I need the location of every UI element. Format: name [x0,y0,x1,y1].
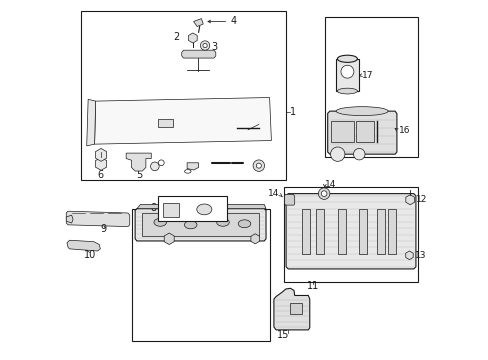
Text: 16: 16 [398,126,409,135]
Ellipse shape [238,220,250,228]
Text: 4: 4 [230,17,236,27]
Polygon shape [86,99,96,146]
Polygon shape [67,240,100,251]
Circle shape [253,160,264,171]
Text: 10: 10 [83,249,96,260]
Polygon shape [187,163,198,170]
Polygon shape [94,98,271,144]
Polygon shape [284,194,294,205]
Text: 7: 7 [195,199,202,210]
Text: 2: 2 [173,32,180,42]
Text: 15: 15 [277,330,289,340]
Bar [356,121,373,142]
Bar [131,209,269,341]
Bar [325,17,418,157]
Circle shape [158,160,164,166]
Polygon shape [135,209,265,241]
Polygon shape [126,153,151,171]
Circle shape [256,163,261,168]
Text: 6: 6 [97,170,103,180]
Bar [301,209,309,253]
Ellipse shape [184,170,191,173]
Polygon shape [182,50,215,58]
Circle shape [330,147,344,161]
Polygon shape [66,215,73,223]
Circle shape [200,41,209,50]
Polygon shape [273,288,309,330]
Ellipse shape [196,204,211,215]
Bar [284,187,418,282]
Bar [336,59,358,91]
Text: 3: 3 [211,42,217,52]
Polygon shape [285,194,415,269]
Text: 14: 14 [268,189,279,198]
Bar [316,209,324,253]
Bar [376,209,384,253]
Text: 13: 13 [414,251,425,260]
Text: 8: 8 [151,203,157,213]
Text: 1: 1 [289,107,295,117]
Bar [330,121,353,142]
Bar [158,119,172,127]
Circle shape [203,43,207,48]
Bar [359,209,366,253]
Ellipse shape [216,219,229,226]
Circle shape [353,148,364,160]
Bar [337,209,345,253]
Bar [163,203,178,217]
Text: 17: 17 [362,71,373,80]
Text: 5: 5 [136,170,142,180]
Polygon shape [137,204,265,209]
Ellipse shape [154,219,166,226]
Ellipse shape [184,221,197,229]
Circle shape [321,191,326,197]
Bar [290,303,301,315]
Bar [387,209,395,253]
Polygon shape [327,111,396,154]
Ellipse shape [337,55,357,62]
Ellipse shape [337,88,357,94]
Circle shape [150,162,159,171]
Bar [81,12,285,180]
Text: 11: 11 [306,281,319,291]
Text: 14: 14 [324,180,336,189]
Text: 12: 12 [415,195,427,204]
Text: 9: 9 [101,225,107,234]
Circle shape [318,188,329,199]
Circle shape [340,65,353,78]
Ellipse shape [335,107,387,116]
Polygon shape [193,19,203,27]
Bar [142,213,258,235]
Bar [158,196,226,221]
Polygon shape [66,211,129,226]
